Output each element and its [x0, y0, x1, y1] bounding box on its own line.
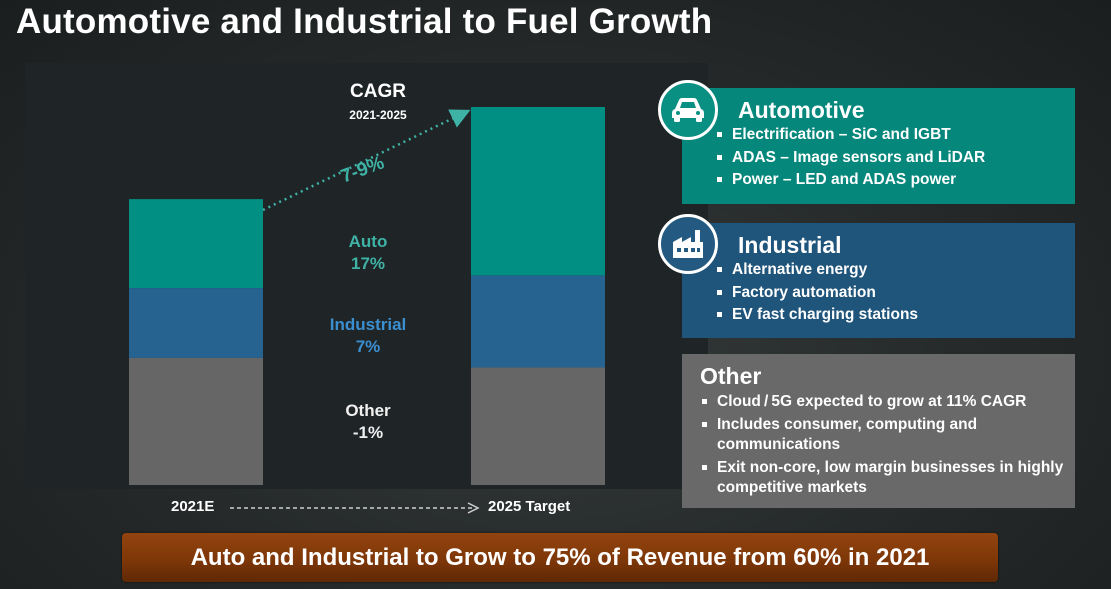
segment-label-auto: Auto 17%	[298, 231, 438, 275]
cagr-period: 2021-2025	[349, 108, 407, 122]
bar-auto-0	[129, 199, 263, 289]
bar-industrial-0	[129, 288, 263, 358]
other-title: Other	[700, 363, 762, 389]
factory-icon	[658, 214, 718, 274]
page-title: Automotive and Industrial to Fuel Growth	[16, 2, 713, 41]
automotive-bullet: ADAS – Image sensors and LiDAR	[716, 147, 1066, 170]
segment-label-industrial-name: Industrial	[329, 315, 407, 334]
automotive-bullets: Electrification – SiC and IGBT ADAS – Im…	[716, 124, 1066, 192]
bar-auto-1	[471, 107, 605, 276]
segment-label-other: Other -1%	[298, 400, 438, 444]
x-axis-arrow	[230, 502, 480, 514]
bars-layer	[129, 107, 605, 485]
other-bullets: Cloud / 5G expected to grow at 11% CAGR …	[701, 392, 1066, 501]
cagr-title: CAGR	[350, 81, 406, 102]
industrial-bullet: EV fast charging stations	[716, 304, 1066, 327]
segment-label-industrial-value: 7%	[355, 337, 381, 356]
automotive-title: Automotive	[738, 97, 865, 123]
stacked-bar-chart	[129, 107, 605, 485]
bar-other-0	[129, 357, 263, 485]
other-card: Other Cloud / 5G expected to grow at 11%…	[682, 354, 1075, 508]
other-bullet: Includes consumer, computing and communi…	[701, 415, 1066, 455]
cagr-trend-arrow	[262, 109, 471, 212]
car-icon	[658, 80, 718, 140]
automotive-card: Automotive Electrification – SiC and IGB…	[682, 88, 1075, 204]
automotive-bullet: Electrification – SiC and IGBT	[716, 124, 1066, 147]
other-bullet: Cloud / 5G expected to grow at 11% CAGR	[701, 392, 1066, 412]
x-axis-end-label: 2025 Target	[488, 498, 571, 515]
industrial-title: Industrial	[738, 232, 842, 258]
bar-other-1	[471, 367, 605, 485]
x-axis-start-label: 2021E	[171, 498, 215, 515]
bar-industrial-1	[471, 275, 605, 368]
segment-label-auto-value: 17%	[350, 254, 386, 273]
automotive-bullet: Power – LED and ADAS power	[716, 169, 1066, 192]
segment-label-other-value: -1%	[352, 423, 384, 442]
segment-label-auto-name: Auto	[348, 232, 388, 251]
segment-label-industrial: Industrial 7%	[298, 314, 438, 358]
industrial-bullets: Alternative energy Factory automation EV…	[716, 259, 1066, 327]
summary-banner: Auto and Industrial to Grow to 75% of Re…	[122, 533, 998, 582]
segment-label-other-name: Other	[345, 401, 391, 420]
revenue-chart: CAGR 2021-2025 7-9% Auto 17% Industrial …	[25, 63, 708, 489]
industrial-bullet: Alternative energy	[716, 259, 1066, 282]
industrial-bullet: Factory automation	[716, 282, 1066, 305]
other-bullet: Exit non-core, low margin businesses in …	[701, 458, 1066, 498]
industrial-card: Industrial Alternative energy Factory au…	[682, 223, 1075, 338]
